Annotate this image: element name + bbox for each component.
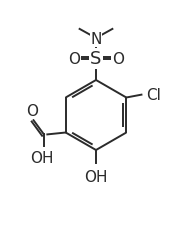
Text: O: O: [68, 52, 80, 67]
Text: O: O: [112, 52, 124, 67]
Text: O: O: [26, 104, 39, 119]
Text: OH: OH: [30, 151, 54, 166]
Text: Cl: Cl: [146, 88, 161, 103]
Text: OH: OH: [84, 169, 108, 184]
Text: N: N: [90, 32, 102, 47]
Text: S: S: [90, 50, 102, 68]
